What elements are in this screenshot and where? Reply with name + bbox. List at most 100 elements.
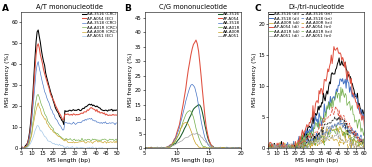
AP-A054 — [194, 39, 198, 41]
AA-A00R (di) — [333, 128, 337, 130]
Text: A: A — [2, 4, 9, 13]
AA-A01R (tri) — [363, 146, 368, 148]
AA-A01R (tri) — [266, 147, 271, 149]
AP-A051 (tri) — [269, 147, 273, 149]
AP-A054 (di) — [332, 46, 336, 48]
AP-A054 (di) — [266, 146, 271, 148]
AA-A01R — [187, 110, 192, 112]
AP-A054 (EC) — [97, 110, 101, 112]
AA-3516 (tri) — [336, 116, 340, 118]
AP-A054 — [142, 147, 147, 149]
AA-3518 (CRC) — [93, 120, 97, 122]
AA-3518 (CRC) — [78, 122, 83, 124]
AP-A051 (EC) — [98, 147, 102, 149]
AA-A01R — [241, 147, 246, 149]
AA-3516 (tri) — [266, 147, 271, 149]
AP-A051 (tri) — [301, 147, 305, 149]
AA-3518 (tri) — [332, 126, 336, 128]
Line: AA-A00R: AA-A00R — [145, 123, 243, 148]
AP-A054 — [176, 128, 180, 130]
AA-A00R — [187, 126, 192, 128]
AA-A01R (tri) — [337, 133, 341, 135]
Line: AP-A051 (tri): AP-A051 (tri) — [269, 131, 365, 148]
Legend: AA-3516 (CRC), AP-A054 (EC), AA-3518 (CRC), AA-A01R (CRC), AA-A00R (CRC), AP-A05: AA-3516 (CRC), AP-A054 (EC), AA-3518 (CR… — [82, 12, 117, 38]
Title: Di-/tri-nucleotide: Di-/tri-nucleotide — [288, 4, 344, 10]
AA-3516 (CRC) — [98, 107, 102, 109]
AP-A054 (di) — [343, 61, 347, 63]
AA-A00R (CRC) — [36, 102, 41, 104]
AA-A01R (tri) — [334, 125, 339, 127]
AA-3518 (tri) — [336, 121, 340, 123]
AA-3518 (tri) — [300, 141, 305, 143]
AP-A054 (di) — [301, 135, 305, 137]
AP-A051 (di) — [336, 122, 340, 124]
AA-A01R — [195, 132, 199, 134]
AA-3518 (CRC) — [19, 146, 23, 148]
AP-A054 (di) — [333, 49, 338, 51]
AA-3516 — [196, 104, 201, 106]
AA-3518 — [149, 147, 153, 149]
AA-A00R — [241, 147, 246, 149]
AA-3518 (CRC) — [98, 122, 102, 124]
Y-axis label: MSI frequency (%): MSI frequency (%) — [252, 53, 257, 107]
AP-A054 (EC) — [36, 43, 41, 45]
AA-3516 (tri) — [332, 119, 336, 121]
Line: AA-3518: AA-3518 — [145, 84, 243, 148]
AA-A01R (di) — [360, 129, 365, 131]
AA-3518 (di) — [321, 118, 326, 120]
AA-A00R (tri) — [337, 145, 341, 147]
AA-A00R (tri) — [333, 139, 337, 141]
AA-A01R (di) — [339, 86, 343, 88]
AA-3516 — [174, 141, 179, 143]
AP-A054 — [160, 147, 165, 149]
AA-3518 (di) — [333, 99, 337, 101]
AA-A01R (di) — [320, 118, 325, 120]
AP-A051 (di) — [266, 147, 271, 149]
AA-3518 (tri) — [266, 147, 271, 149]
AP-A051 (EC) — [19, 147, 23, 149]
AA-3516 (di) — [300, 139, 305, 141]
Line: AP-A051 (EC): AP-A051 (EC) — [21, 126, 118, 148]
Line: AA-A00R (di): AA-A00R (di) — [269, 127, 365, 148]
AA-A01R (CRC) — [36, 94, 41, 96]
AA-3516 — [185, 123, 189, 125]
AP-A054 (tri) — [363, 145, 368, 147]
AA-3516 (tri) — [360, 143, 365, 145]
Line: AP-A051: AP-A051 — [145, 133, 243, 148]
AP-A051 (tri) — [363, 143, 368, 145]
AA-3518 (di) — [345, 74, 349, 76]
AA-3516 (di) — [363, 123, 368, 125]
AA-3516 — [159, 146, 164, 148]
AP-A051 (tri) — [343, 141, 347, 143]
AA-3516 (di) — [332, 73, 336, 75]
AA-A01R (di) — [332, 100, 336, 102]
AA-A01R (di) — [342, 97, 347, 99]
AA-A00R (tri) — [363, 147, 368, 149]
AA-3518 (di) — [269, 147, 273, 149]
AP-A054 — [215, 147, 220, 149]
AA-A00R (tri) — [320, 141, 325, 143]
AA-A00R (di) — [266, 144, 271, 146]
AA-3516 (CRC) — [101, 110, 106, 112]
AA-A01R (CRC) — [101, 138, 106, 140]
AP-A051 — [159, 147, 164, 149]
AP-A051 (EC) — [97, 147, 101, 149]
AP-A051 — [142, 147, 147, 149]
AA-3516 — [214, 147, 219, 149]
AP-A054 (tri) — [321, 117, 326, 119]
AA-A01R (CRC) — [98, 139, 102, 141]
AA-3518 (tri) — [363, 145, 368, 147]
AP-A054 (EC) — [101, 113, 106, 115]
AA-3516 (CRC) — [36, 29, 41, 31]
AP-A051 (EC) — [99, 147, 103, 149]
Legend: AA-3516, AP-A054, AA-3518, AA-A01R, AA-A00R, AP-A051: AA-3516, AP-A054, AA-3518, AA-A01R, AA-A… — [218, 12, 240, 38]
AA-A00R (CRC) — [20, 147, 25, 149]
AA-3518 (di) — [301, 140, 305, 142]
Line: AA-3518 (CRC): AA-3518 (CRC) — [21, 62, 118, 148]
AA-A01R (di) — [266, 147, 271, 149]
AA-3516 (tri) — [363, 146, 368, 148]
AA-A01R (CRC) — [116, 139, 121, 141]
AA-A01R (tri) — [360, 143, 365, 145]
AP-A054 (tri) — [266, 146, 271, 148]
AA-3516 — [149, 146, 153, 148]
